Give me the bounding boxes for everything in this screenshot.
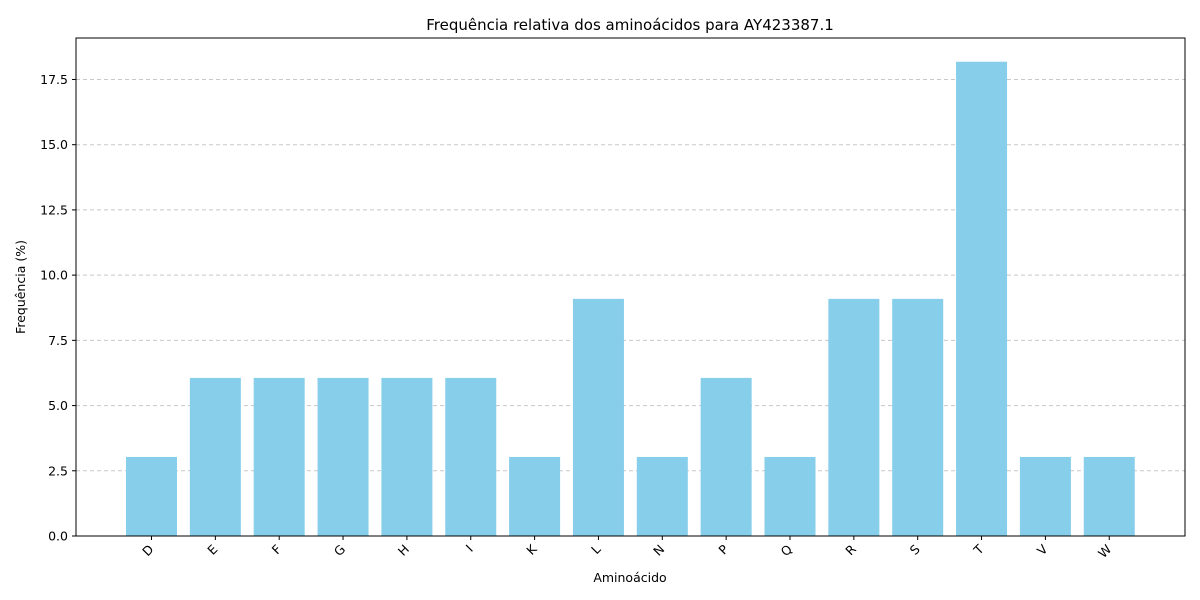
bars [126,61,1135,536]
bar-S [892,298,944,536]
bar-H [381,377,433,536]
x-tick-label-R: R [842,541,859,558]
y-tick-label: 2.5 [48,463,68,478]
y-axis-title: Frequência (%) [13,240,28,334]
y-axis-ticks: 0.0 2.5 5.0 7.5 10.0 12.5 15.0 17.5 [40,72,76,544]
bar-Q [764,456,816,536]
y-tick-label: 15.0 [40,137,68,152]
bar-L [572,298,624,536]
bar-W [1083,456,1135,536]
bar-F [253,377,305,536]
gridlines [76,78,1185,472]
x-tick-label-S: S [907,541,923,557]
bar-D [126,456,177,536]
x-tick-label-K: K [523,541,540,558]
y-tick-label: 0.0 [48,529,68,544]
bar-T [956,61,1008,536]
x-tick-label-G: G [331,542,348,559]
x-tick-label-W: W [1095,542,1114,561]
plot-frame [75,37,1186,537]
bar-R [828,298,880,536]
x-tick-label-N: N [650,542,667,559]
y-tick-label: 17.5 [40,72,68,87]
bar-I [445,377,497,536]
bar-G [317,377,369,536]
x-tick-label-H: H [395,542,412,559]
y-tick-label: 5.0 [48,398,68,413]
bar-N [636,456,688,536]
bar-V [1019,456,1071,536]
x-axis-title: Aminoácido [593,570,666,585]
x-tick-label-P: P [715,541,731,557]
x-tick-label-D: D [139,542,156,559]
y-tick-label: 12.5 [40,202,68,217]
x-tick-label-F: F [269,542,285,558]
x-tick-label-E: E [204,541,220,557]
bar-E [189,377,241,536]
bar-P [700,377,752,536]
bar-K [509,456,561,536]
x-tick-label-V: V [1034,541,1051,558]
y-tick-label: 7.5 [48,333,68,348]
x-tick-label-I: I [463,542,476,555]
x-tick-label-Q: Q [778,541,796,559]
chart-title: Frequência relativa dos aminoácidos para… [426,16,834,34]
x-tick-label-L: L [588,541,604,557]
y-tick-label: 10.0 [40,268,68,283]
x-tick-label-T: T [970,541,987,558]
